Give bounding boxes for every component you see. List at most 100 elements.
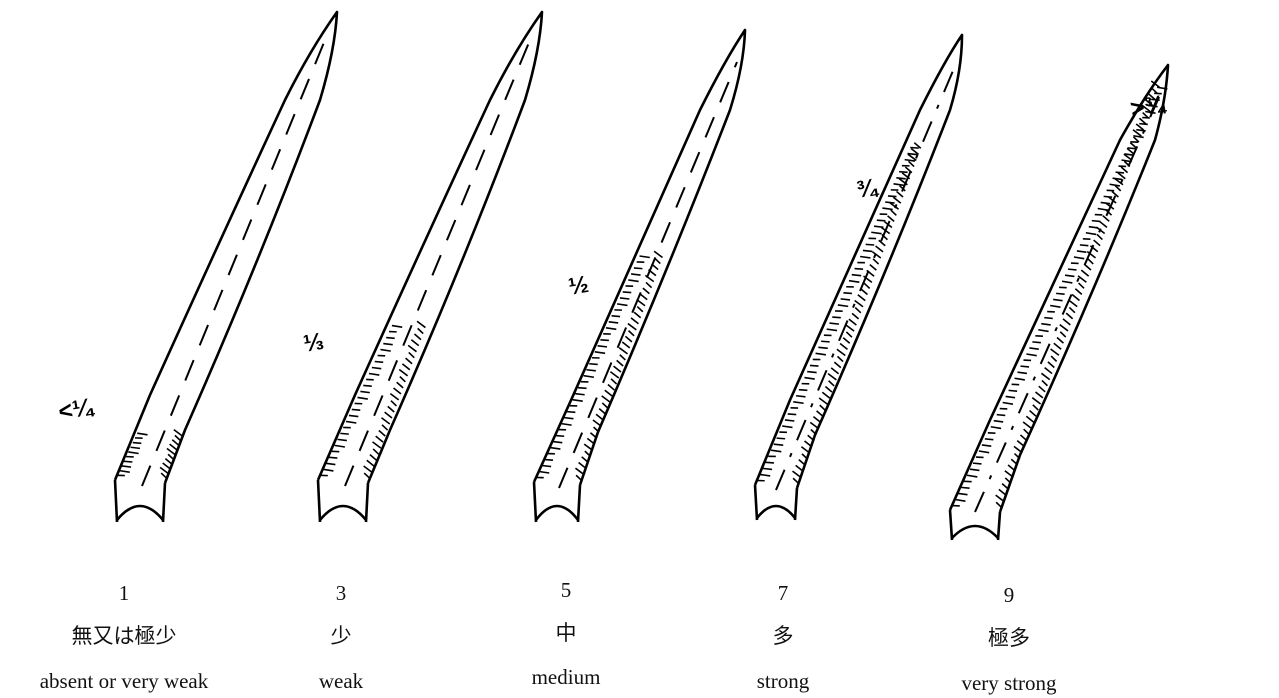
hair-mark <box>605 327 617 331</box>
hair-mark <box>883 220 893 229</box>
hair-mark <box>609 371 620 379</box>
hair-mark <box>633 267 643 270</box>
hair-mark <box>1096 233 1103 241</box>
awn-midline-1 <box>141 39 326 487</box>
hair-mark <box>167 453 175 461</box>
hair-mark <box>592 419 602 427</box>
awn-base-arc-9 <box>951 524 999 539</box>
label-ja-7: 多 <box>773 624 794 648</box>
awn-hairs-1 <box>117 429 183 479</box>
hair-mark <box>854 307 862 314</box>
hair-mark <box>171 439 180 446</box>
coverage-marker-5: ½ <box>566 271 590 301</box>
hair-mark <box>798 459 806 466</box>
hair-mark <box>1108 196 1117 204</box>
score-5: 5 <box>561 578 572 602</box>
hair-mark <box>782 425 793 429</box>
hair-mark <box>597 344 608 348</box>
hair-mark <box>878 239 886 247</box>
hair-mark <box>969 468 980 472</box>
hair-mark <box>1115 171 1125 174</box>
hair-mark <box>1138 117 1147 125</box>
hair-mark <box>966 474 978 478</box>
hair-mark <box>583 374 595 379</box>
hair-mark <box>555 434 565 438</box>
hair-mark <box>372 441 382 449</box>
hair-mark <box>1068 306 1076 314</box>
hair-mark <box>1061 280 1073 284</box>
hair-mark <box>1109 183 1121 187</box>
hair-mark <box>784 419 795 422</box>
hair-mark <box>1017 371 1028 375</box>
hair-mark <box>865 243 875 246</box>
hair-mark <box>830 367 840 375</box>
hair-mark <box>416 320 426 329</box>
hair-mark <box>130 446 141 450</box>
hair-mark <box>904 166 913 174</box>
hair-mark <box>371 366 382 370</box>
hair-mark <box>563 416 574 420</box>
hair-mark <box>899 170 908 174</box>
hair-mark <box>538 470 550 474</box>
hair-mark <box>836 355 844 363</box>
label-en-7: strong <box>757 669 810 693</box>
hair-mark <box>363 472 371 479</box>
hair-mark <box>812 415 822 424</box>
hair-mark <box>1022 421 1032 430</box>
hair-mark <box>417 327 424 335</box>
hair-mark <box>639 255 650 259</box>
hair-mark <box>601 402 609 409</box>
hair-mark <box>866 269 875 277</box>
hair-mark <box>821 340 830 343</box>
awn-outline-7 <box>753 33 964 489</box>
hair-mark <box>818 346 828 350</box>
hair-mark <box>1114 177 1124 186</box>
hair-mark <box>896 176 906 180</box>
hair-mark <box>375 435 384 443</box>
hair-mark <box>958 492 968 496</box>
hair-mark <box>357 396 368 400</box>
hair-mark <box>607 383 615 391</box>
hair-mark <box>380 348 391 352</box>
hair-mark <box>978 450 990 454</box>
hair-mark <box>374 360 384 364</box>
hair-mark <box>628 279 639 283</box>
hair-mark <box>380 417 391 425</box>
hair-mark <box>860 288 868 296</box>
hair-mark <box>809 364 819 367</box>
label-ja-5: 中 <box>556 621 577 645</box>
hair-mark <box>860 255 871 259</box>
hair-mark <box>621 341 631 349</box>
hair-mark <box>907 160 915 168</box>
score-3: 3 <box>336 581 347 605</box>
hair-mark <box>1038 385 1046 393</box>
awn-base-arc-3 <box>318 504 368 521</box>
hair-mark <box>1032 341 1041 344</box>
hair-mark <box>618 347 629 355</box>
hair-mark <box>910 147 920 155</box>
hair-mark <box>887 195 897 198</box>
hair-mark <box>792 470 802 479</box>
hair-mark <box>1073 256 1085 260</box>
hair-mark <box>575 392 585 396</box>
hair-mark <box>1120 166 1129 174</box>
score-7: 7 <box>778 581 789 605</box>
awn-base-3 <box>316 479 370 523</box>
hair-mark <box>1056 292 1065 295</box>
label-en-5: medium <box>532 665 601 689</box>
hair-mark <box>1026 353 1037 357</box>
hair-mark <box>815 352 827 356</box>
hair-mark <box>381 424 389 431</box>
hair-mark <box>837 304 849 308</box>
hair-mark <box>1025 415 1035 423</box>
hair-mark <box>961 486 970 489</box>
hair-mark <box>1086 250 1097 259</box>
hair-mark <box>1135 123 1145 131</box>
awn-midline-9 <box>974 94 1161 513</box>
hair-mark <box>644 274 655 283</box>
hair-mark <box>875 245 884 253</box>
hair-mark <box>1032 404 1039 411</box>
hair-mark <box>633 311 642 319</box>
hair-mark <box>383 342 393 346</box>
hair-mark <box>990 425 1002 430</box>
